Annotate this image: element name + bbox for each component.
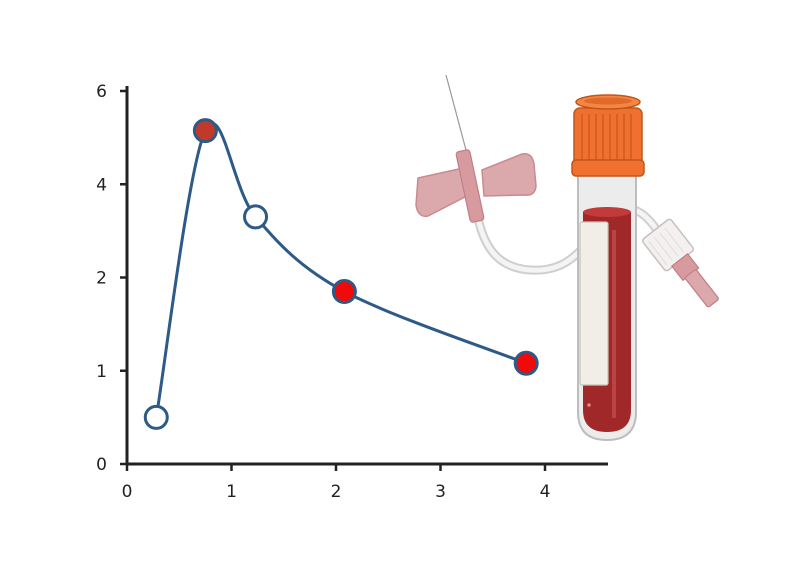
- x-tick-label: 1: [226, 482, 237, 502]
- x-tick-label: 3: [435, 482, 446, 502]
- data-point: [513, 350, 539, 376]
- x-tick-label: 4: [540, 482, 551, 502]
- y-ticks: 0 1 2 4 6: [96, 82, 127, 475]
- data-point: [192, 118, 218, 144]
- data-point: [143, 404, 169, 430]
- x-ticks: 0 1 2 3 4: [122, 464, 551, 502]
- series-markers: [143, 118, 539, 430]
- series-line: [154, 121, 528, 419]
- blood-collection-tube-icon: [571, 94, 645, 442]
- data-point: [331, 278, 357, 304]
- x-tick-label: 0: [122, 482, 133, 502]
- data-point: [243, 204, 269, 230]
- y-tick-label: 6: [96, 82, 107, 102]
- butterfly-needle-icon: [415, 74, 719, 308]
- y-tick-label: 2: [96, 269, 107, 289]
- axes: [125, 86, 608, 466]
- y-tick-label: 4: [96, 175, 107, 195]
- y-tick-label: 0: [96, 455, 107, 475]
- y-tick-label: 1: [96, 362, 107, 382]
- x-tick-label: 2: [331, 482, 342, 502]
